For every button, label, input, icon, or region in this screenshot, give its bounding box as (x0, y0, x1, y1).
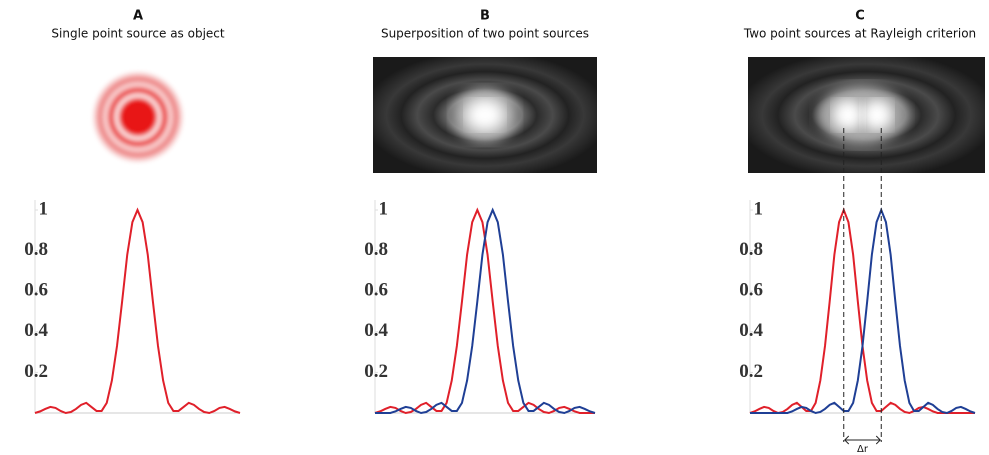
airy-image-a (92, 71, 184, 163)
panel-subtitle: Two point sources at Rayleigh criterion (743, 27, 976, 41)
panel-title: C (855, 9, 865, 24)
y-tick-label: 0.2 (24, 361, 48, 382)
y-tick-label: 0.8 (364, 239, 388, 260)
panel-subtitle: Superposition of two point sources (381, 27, 589, 41)
y-tick-label: 0.2 (364, 361, 388, 382)
y-tick-label: 0.4 (24, 320, 48, 341)
y-tick-label: 1 (39, 198, 49, 219)
y-tick-label: 1 (754, 198, 764, 219)
line-series (375, 207, 596, 415)
line-series (749, 207, 975, 415)
y-tick-label: 0.8 (24, 239, 48, 260)
airy-image-c (748, 57, 985, 173)
arrow-head (844, 435, 881, 445)
y-tick-label: 0.6 (24, 280, 48, 301)
y-tick-label: 0.4 (739, 320, 763, 341)
annotation: Δr (857, 444, 869, 455)
y-tick-label: 0.6 (364, 280, 388, 301)
panel-title: B (480, 9, 490, 24)
line-series (34, 207, 241, 415)
panel-title: A (133, 9, 143, 24)
y-tick-label: 1 (379, 198, 389, 219)
y-tick-label: 0.6 (739, 280, 763, 301)
y-tick-label: 0.2 (739, 361, 763, 382)
y-tick-label: 0.4 (364, 320, 388, 341)
panel-subtitle: Single point source as object (51, 27, 224, 41)
airy-image-b (373, 57, 597, 173)
y-tick-label: 0.8 (739, 239, 763, 260)
line-series (750, 207, 976, 415)
